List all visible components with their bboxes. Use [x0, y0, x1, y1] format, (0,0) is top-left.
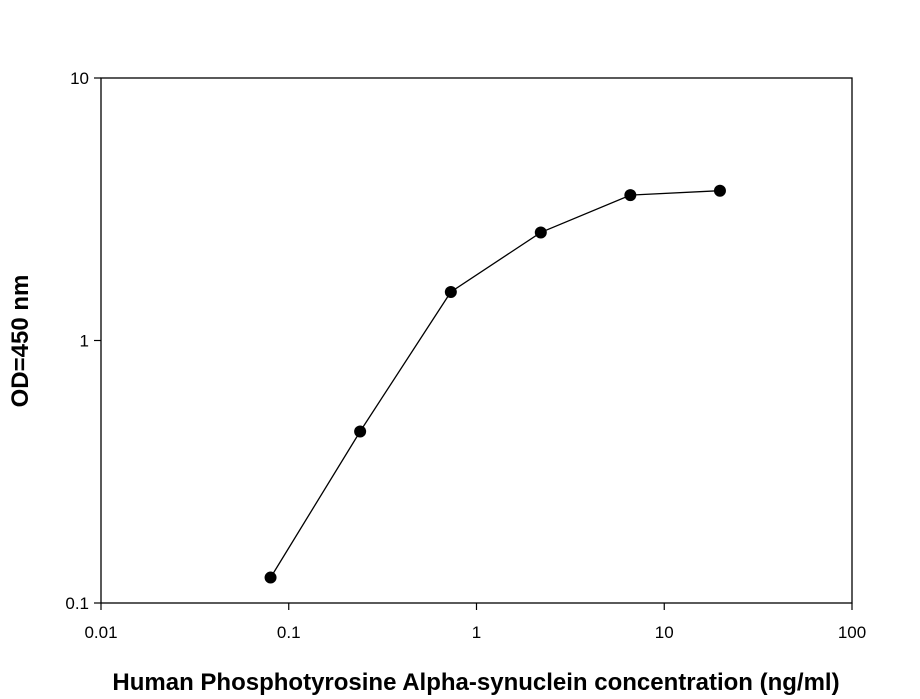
data-point [354, 425, 367, 438]
y-tick-label: 10 [70, 69, 89, 88]
x-tick-label: 0.1 [277, 623, 301, 642]
x-axis-title: Human Phosphotyrosine Alpha-synuclein co… [112, 669, 839, 696]
y-tick-label: 1 [80, 332, 89, 351]
x-tick-label: 1 [472, 623, 481, 642]
plot-frame [100, 77, 853, 604]
data-point [624, 189, 637, 202]
data-point [444, 286, 457, 299]
data-point [713, 184, 726, 197]
y-tick-label: 0.1 [65, 594, 89, 613]
data-point [264, 571, 277, 584]
x-tick-label: 10 [655, 623, 674, 642]
y-axis-title: OD=450 nm [7, 275, 34, 408]
x-tick-label: 100 [838, 623, 866, 642]
x-axis-ticks: 0.01 0.1 1 10 100 [84, 603, 866, 642]
series-layer [264, 184, 726, 584]
x-tick-label: 0.01 [84, 623, 117, 642]
data-point [534, 226, 547, 239]
series-line [270, 190, 720, 578]
y-axis-ticks: 0.1 1 10 [65, 69, 101, 613]
